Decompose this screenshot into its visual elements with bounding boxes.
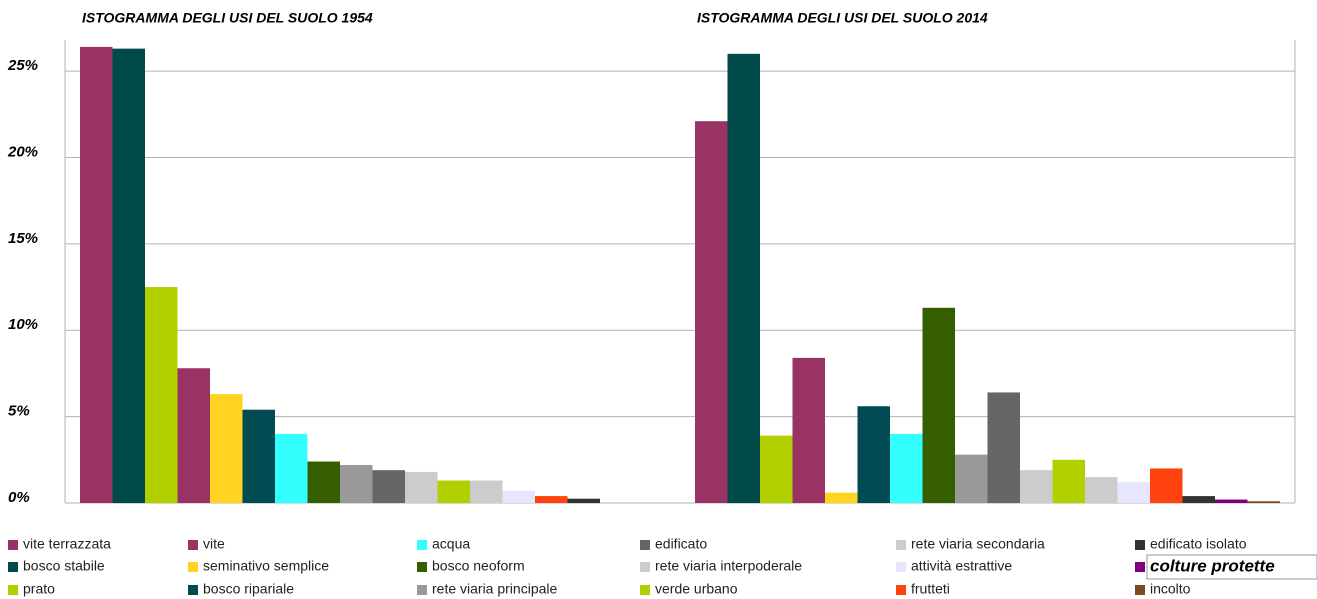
y-tick-label: 0% [8, 489, 30, 506]
y-tick-label: 10% [8, 316, 38, 333]
bar [792, 357, 825, 503]
y-tick-label: 5% [8, 403, 30, 420]
bar [825, 492, 858, 503]
bar [112, 48, 145, 503]
group-title: ISTOGRAMMA DEGLI USI DEL SUOLO 2014 [697, 10, 988, 26]
bar [405, 471, 438, 503]
group-title: ISTOGRAMMA DEGLI USI DEL SUOLO 1954 [82, 10, 373, 26]
legend-swatch [896, 562, 906, 572]
bar [727, 53, 760, 504]
legend-swatch [8, 540, 18, 550]
bar [470, 480, 503, 503]
bar [210, 394, 243, 503]
legend-swatch [640, 585, 650, 595]
legend-swatch [188, 562, 198, 572]
legend-label: colture protette [1150, 556, 1275, 575]
bar [1117, 482, 1150, 503]
legend-swatch [417, 585, 427, 595]
legend-label: incolto [1150, 581, 1191, 597]
bar [502, 490, 535, 503]
bar [535, 496, 568, 503]
legend-swatch [1135, 585, 1145, 595]
legend-label: edificato isolato [1150, 536, 1247, 552]
bar [372, 470, 405, 503]
bar [242, 409, 275, 503]
legend-label: vite [203, 536, 225, 552]
legend-label: edificato [655, 536, 707, 552]
legend-swatch [188, 540, 198, 550]
bar [307, 461, 340, 503]
legend-label: attività estrattive [911, 558, 1012, 574]
bar [145, 287, 178, 503]
bar [177, 368, 210, 503]
legend-swatch [8, 585, 18, 595]
bar [1020, 470, 1053, 503]
bar [987, 392, 1020, 503]
bar [1247, 501, 1280, 503]
bar [340, 464, 373, 503]
legend-swatch [1135, 562, 1145, 572]
legend-swatch [417, 540, 427, 550]
bar [1182, 496, 1215, 503]
bar [437, 480, 470, 503]
legend-label: acqua [432, 536, 470, 552]
y-tick-label: 15% [8, 230, 38, 247]
bar [567, 498, 600, 503]
legend-label: verde urbano [655, 581, 738, 597]
legend-label: seminativo semplice [203, 558, 329, 574]
bar [80, 46, 113, 503]
bar [857, 406, 890, 503]
legend-label: bosco neoform [432, 558, 525, 574]
bar [1085, 477, 1118, 503]
legend-swatch [1135, 540, 1145, 550]
bar [1150, 468, 1183, 503]
legend-swatch [896, 585, 906, 595]
legend-swatch [640, 562, 650, 572]
legend-label: rete viaria interpoderale [655, 558, 802, 574]
bar [922, 307, 955, 503]
legend-swatch [417, 562, 427, 572]
bar [955, 454, 988, 503]
bar [1215, 499, 1248, 503]
bar [695, 121, 728, 504]
legend-label: bosco stabile [23, 558, 105, 574]
bar [760, 435, 793, 503]
bar [275, 433, 308, 503]
legend-label: prato [23, 581, 55, 597]
bar [1052, 459, 1085, 503]
legend-label: rete viaria principale [432, 581, 557, 597]
legend-label: bosco ripariale [203, 581, 294, 597]
y-tick-label: 25% [7, 57, 38, 74]
y-tick-label: 20% [7, 143, 38, 160]
legend-swatch [188, 585, 198, 595]
bar [890, 433, 923, 503]
legend-label: rete viaria secondaria [911, 536, 1045, 552]
legend-label: vite terrazzata [23, 536, 111, 552]
legend-swatch [8, 562, 18, 572]
legend-highlight [1146, 554, 1317, 580]
legend-label: frutteti [911, 581, 950, 597]
legend-swatch [640, 540, 650, 550]
legend-swatch [896, 540, 906, 550]
